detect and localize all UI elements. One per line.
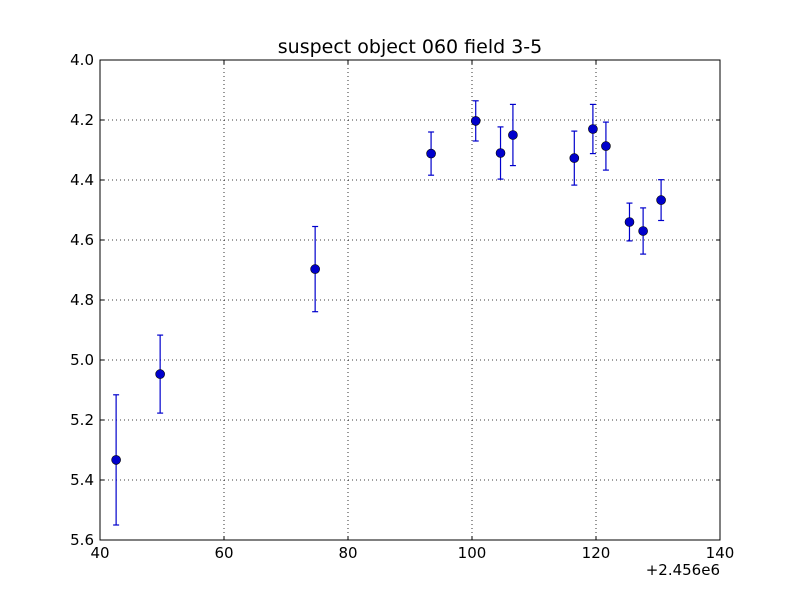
x-tick-label: 100 xyxy=(458,544,487,562)
data-point xyxy=(656,195,666,205)
data-point xyxy=(495,148,506,158)
data-points xyxy=(111,116,666,465)
data-point xyxy=(470,116,481,126)
chart-title: suspect object 060 field 3-5 xyxy=(278,36,543,58)
grid xyxy=(100,60,720,540)
data-point xyxy=(638,226,648,236)
y-tick-label: 4.8 xyxy=(70,291,94,309)
data-point xyxy=(155,369,165,379)
data-point xyxy=(601,141,611,151)
x-tick-label: 80 xyxy=(338,544,357,562)
x-offset-label: +2.456e6 xyxy=(646,561,720,579)
x-tick-label: 120 xyxy=(582,544,611,562)
y-tick-label: 4.2 xyxy=(70,111,94,129)
data-point xyxy=(310,264,320,274)
data-point xyxy=(624,217,635,227)
data-point xyxy=(426,148,436,159)
data-point xyxy=(588,124,598,134)
y-tick-label: 5.4 xyxy=(70,471,94,489)
ticks: 40 60 80 100 120 140 4.0 4.2 4.4 4.6 4.8 5.0 5.2 5.4 5… xyxy=(70,51,734,562)
y-tick-label: 4.4 xyxy=(70,171,94,189)
y-tick-label: 4.0 xyxy=(70,51,94,69)
y-tick-label: 4.6 xyxy=(70,231,94,249)
data-point xyxy=(508,130,518,140)
data-point xyxy=(111,455,121,465)
x-tick-label: 60 xyxy=(214,544,233,562)
y-tick-label: 5.6 xyxy=(70,531,94,549)
x-tick-label: 140 xyxy=(706,544,735,562)
y-tick-label: 5.0 xyxy=(70,351,94,369)
x-tick-label: 40 xyxy=(90,544,109,562)
data-point xyxy=(569,153,580,163)
y-tick-label: 5.2 xyxy=(70,411,94,429)
